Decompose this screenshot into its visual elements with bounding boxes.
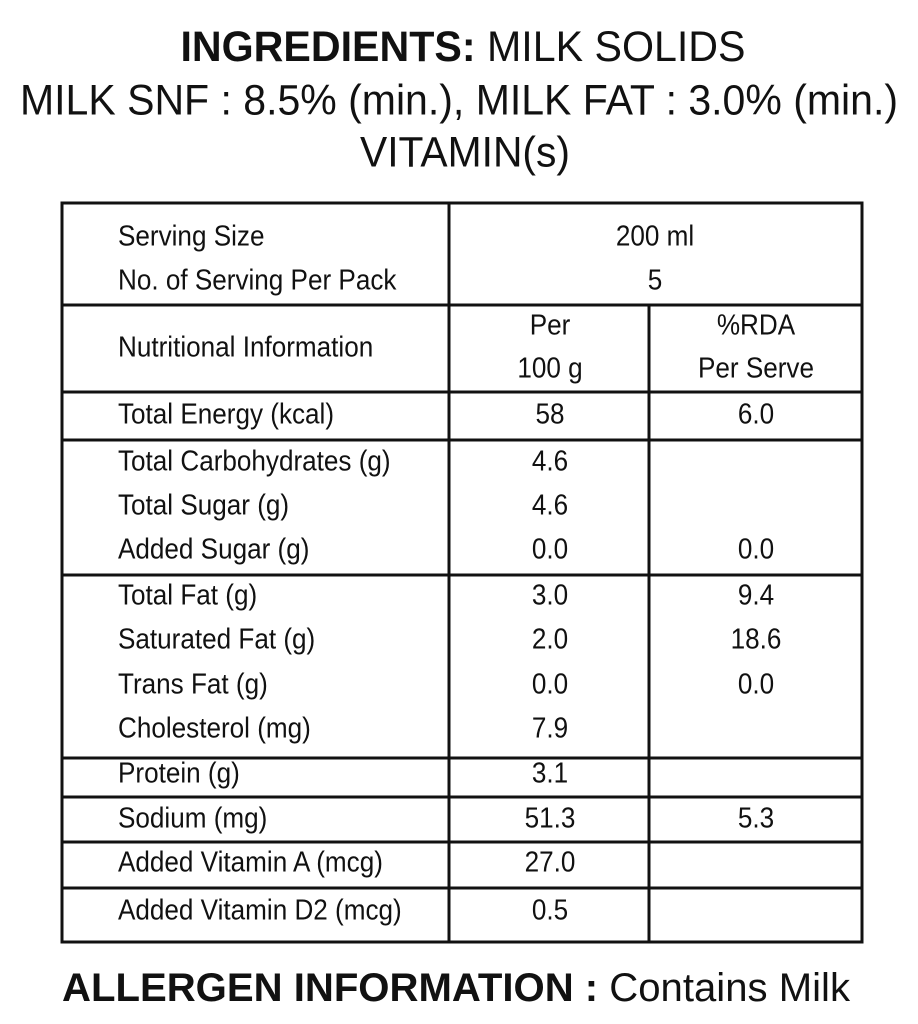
nutrient-name: Saturated Fat (g) [118, 622, 315, 655]
per-100g: 0.5 [532, 893, 568, 926]
nutrient-name: Total Fat (g) [118, 578, 257, 611]
header-per: 100 g [517, 351, 582, 384]
serving-value: 200 ml [616, 219, 694, 252]
ingredients-line3: VITAMIN(s) [360, 128, 570, 176]
table-border [60, 201, 864, 944]
per-100g: 3.0 [532, 578, 568, 611]
nutrient-name: Sodium (mg) [118, 801, 267, 834]
nutrient-name: Total Energy (kcal) [118, 397, 334, 430]
per-100g: 4.6 [532, 488, 568, 521]
per-100g: 0.0 [532, 532, 568, 565]
nutrient-name: Trans Fat (g) [118, 667, 268, 700]
per-100g: 4.6 [532, 444, 568, 477]
nutrient-name: Cholesterol (mg) [118, 711, 311, 744]
rda-per-serve: 9.4 [738, 578, 774, 611]
per-100g: 0.0 [532, 667, 568, 700]
per-100g: 2.0 [532, 622, 568, 655]
header-per: Per [530, 308, 571, 341]
allergen-line: ALLERGEN INFORMATION : Contains Milk [62, 966, 851, 1010]
nutrient-name: Added Vitamin A (mcg) [118, 845, 383, 878]
per-100g: 58 [535, 397, 564, 430]
ingredients-line2: MILK SNF : 8.5% (min.), MILK FAT : 3.0% … [20, 76, 898, 124]
ingredients-text: MILK SOLIDS [487, 23, 746, 71]
allergen-label: ALLERGEN INFORMATION : [62, 966, 598, 1010]
rda-per-serve: 18.6 [731, 622, 782, 655]
serving-label: Serving Size [118, 219, 264, 252]
serving-value: 5 [648, 263, 663, 296]
serving-label: No. of Serving Per Pack [118, 263, 397, 296]
rda-per-serve: 6.0 [738, 397, 774, 430]
allergen-text: Contains Milk [609, 966, 851, 1010]
per-100g: 51.3 [525, 801, 576, 834]
header-rda: Per Serve [698, 351, 814, 384]
rda-per-serve: 0.0 [738, 667, 774, 700]
nutrient-name: Added Vitamin D2 (mcg) [118, 893, 402, 926]
per-100g: 3.1 [532, 756, 568, 789]
header-name: Nutritional Information [118, 330, 373, 363]
ingredients-label: INGREDIENTS: [181, 23, 476, 71]
header-rda: %RDA [717, 308, 796, 341]
nutrient-name: Total Carbohydrates (g) [118, 444, 391, 477]
per-100g: 7.9 [532, 711, 568, 744]
nutrient-name: Protein (g) [118, 756, 240, 789]
per-100g: 27.0 [525, 845, 576, 878]
rda-per-serve: 0.0 [738, 532, 774, 565]
ingredients-line: INGREDIENTS: MILK SOLIDS [181, 23, 746, 71]
nutrient-name: Added Sugar (g) [118, 532, 309, 565]
nutrient-name: Total Sugar (g) [118, 488, 289, 521]
rda-per-serve: 5.3 [738, 801, 774, 834]
